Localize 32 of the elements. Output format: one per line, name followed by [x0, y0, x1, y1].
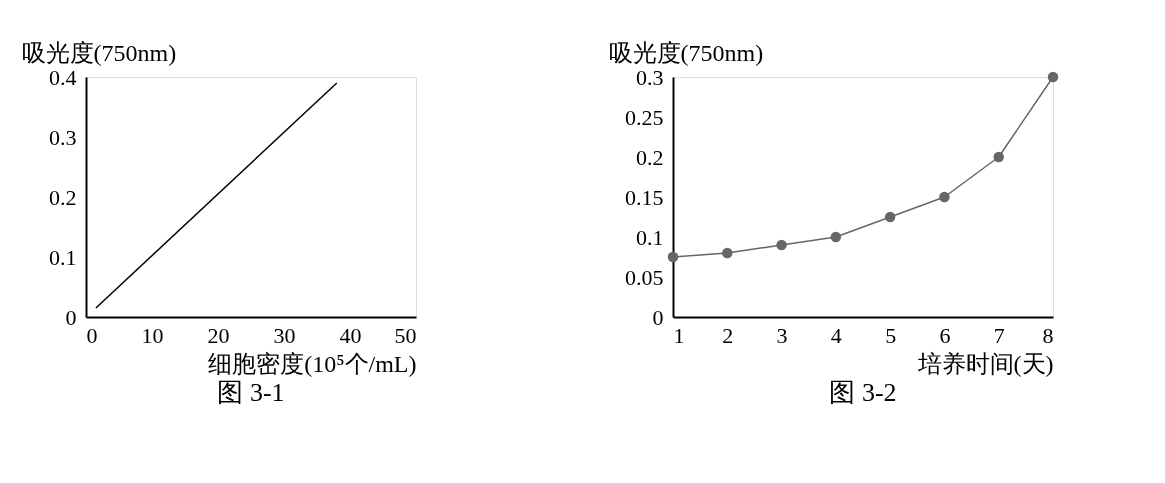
text: 图 3-1: [217, 378, 285, 407]
y-tick-label: 0.3: [49, 124, 77, 150]
y-tick-label: 0.3: [636, 64, 664, 90]
y-axis-title: 吸光度(750nm): [608, 39, 764, 66]
x-tick-label: 2: [722, 322, 734, 348]
x-axis-title: 培养时间(天): [916, 350, 1054, 377]
x-tick-label: 5: [885, 322, 897, 348]
y-tick-label: 0.15: [625, 184, 664, 210]
y-tick-label: 0.2: [636, 144, 664, 170]
y-tick-label: 0.4: [49, 64, 77, 90]
y-tick-label: 0: [65, 304, 77, 330]
y-tick-label: 0.2: [49, 184, 77, 210]
y-tick-label: 0: [652, 304, 664, 330]
x-tick-label: 4: [830, 322, 842, 348]
x-tick-label: 3: [776, 322, 788, 348]
x-tick-label: 20: [207, 322, 230, 348]
y-tick-label: 0.1: [49, 244, 77, 270]
x-tick-label: 30: [273, 322, 296, 348]
y-tick-label: 0.05: [625, 264, 664, 290]
x-tick-label: 50: [394, 322, 417, 348]
x-tick-label: 7: [993, 322, 1005, 348]
x-tick-label: 40: [339, 322, 362, 348]
x-axis-title: 细胞密度(10⁵个/mL): [208, 350, 417, 377]
x-tick-label: 6: [939, 322, 951, 348]
x-tick-label: 1: [673, 322, 685, 348]
x-tick-label: 8: [1042, 322, 1054, 348]
text: 图 3-2: [829, 378, 897, 407]
x-tick-label: 10: [141, 322, 164, 348]
y-tick-label: 0.1: [636, 224, 664, 250]
y-tick-label: 0.25: [625, 104, 664, 130]
x-tick-label: 0: [86, 322, 98, 348]
y-axis-title: 吸光度(750nm): [21, 39, 177, 66]
